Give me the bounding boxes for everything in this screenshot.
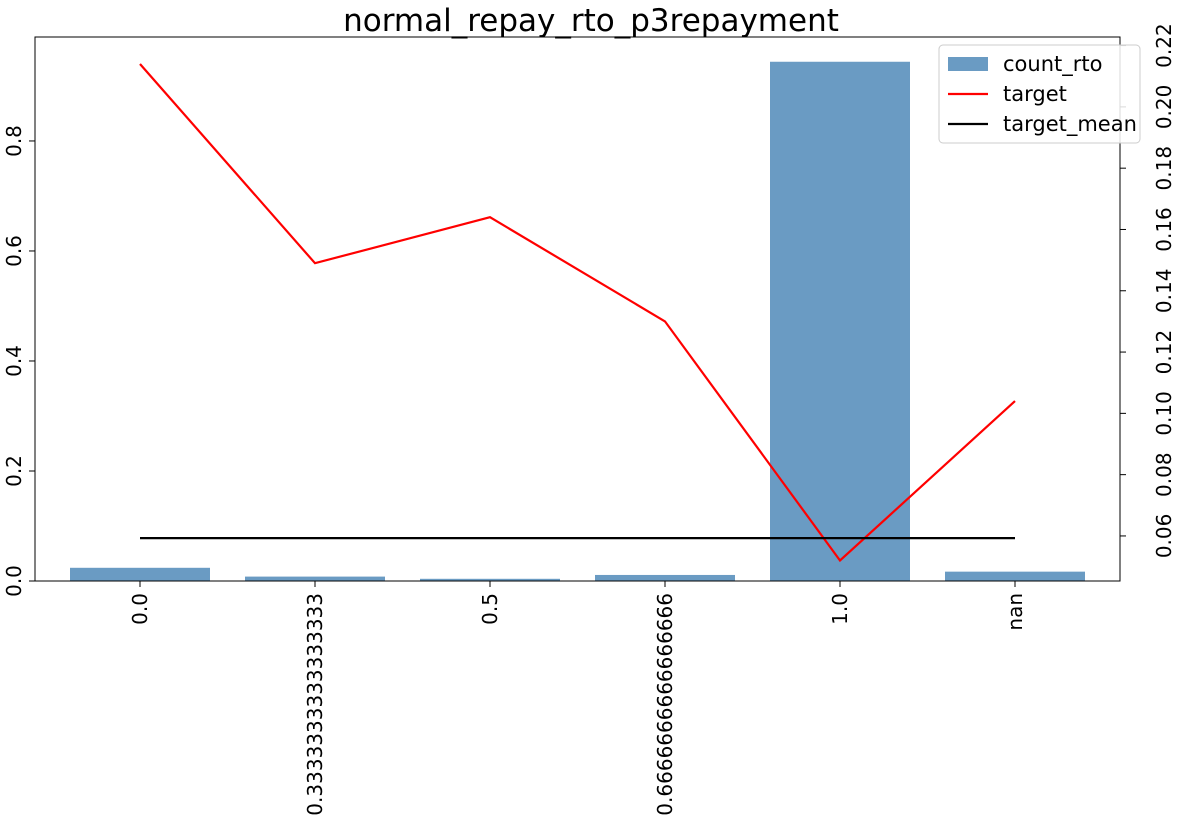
y-left-tick-label-1: 0.2: [2, 455, 26, 487]
x-tick-label-0: 0.0: [128, 593, 152, 625]
legend-label-target_mean: target_mean: [1003, 112, 1137, 137]
y-left-tick-label-4: 0.8: [2, 125, 26, 157]
x-tick-label-2: 0.5: [478, 593, 502, 625]
y-right-tick-label-8: 0.22: [1152, 23, 1176, 68]
bar-count_rto-0: [70, 567, 210, 581]
x-tick-label-4: 1.0: [828, 593, 852, 625]
bar-count_rto-1: [245, 576, 385, 581]
legend-label-count_rto: count_rto: [1003, 52, 1102, 77]
y-right-tick-label-5: 0.16: [1152, 207, 1176, 252]
legend-swatch-count_rto: [948, 57, 988, 71]
y-right-tick-label-4: 0.14: [1152, 269, 1176, 314]
x-tick-label-5: nan: [1003, 593, 1027, 631]
y-left-tick-label-0: 0.0: [2, 565, 26, 597]
y-right-tick-label-2: 0.10: [1152, 391, 1176, 436]
plot-frame: [34, 36, 1121, 582]
legend-box: [938, 44, 1141, 144]
x-tick-label-1: 0.3333333333333333: [303, 593, 327, 816]
y-left-tick-label-3: 0.6: [2, 235, 26, 267]
bar-count_rto-4: [770, 61, 910, 582]
x-tick-label-3: 0.6666666666666666: [653, 593, 677, 816]
y-right-tick-label-0: 0.06: [1152, 514, 1176, 559]
y-left-tick-label-2: 0.4: [2, 345, 26, 377]
legend-label-target: target: [1003, 82, 1067, 106]
bar-count_rto-5: [945, 571, 1085, 581]
bar-count_rto-2: [420, 578, 560, 581]
line-target: [139, 63, 1016, 563]
y-right-tick-label-6: 0.18: [1152, 146, 1176, 191]
y-right-tick-label-7: 0.20: [1152, 85, 1176, 130]
y-right-tick-label-1: 0.08: [1152, 452, 1176, 497]
chart-title: normal_repay_rto_p3repayment: [343, 3, 839, 39]
bar-count_rto-3: [595, 574, 735, 581]
y-right-tick-label-3: 0.12: [1152, 330, 1176, 375]
